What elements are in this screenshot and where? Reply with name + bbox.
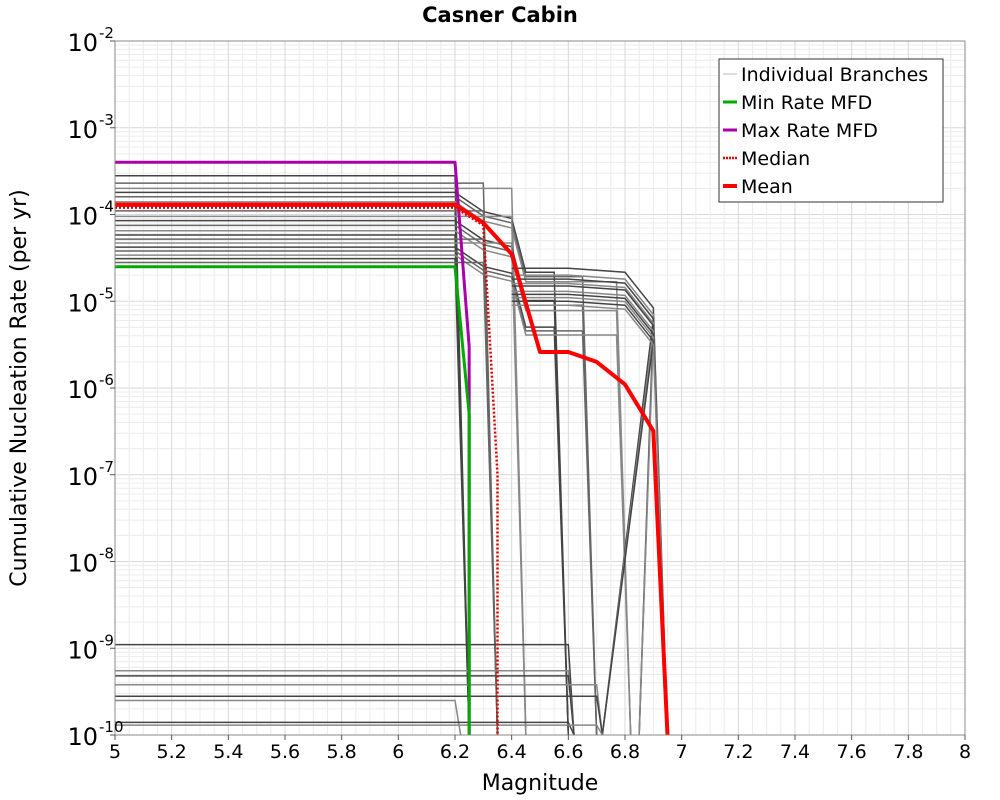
- y-tick-label-base: 10: [67, 636, 98, 664]
- x-tick-label: 7.8: [893, 741, 923, 763]
- legend-label: Individual Branches: [741, 64, 928, 86]
- branch-line: [115, 699, 462, 735]
- legend-label: Max Rate MFD: [741, 120, 878, 142]
- branch-line: [115, 261, 499, 735]
- y-tick-label-exponent: -5: [99, 284, 114, 302]
- y-tick-label-base: 10: [67, 289, 98, 317]
- x-axis-ticks: 5 5.2 5.4 5.6 5.8 6 6.2 6.4 6.6 6.8 7 7.2 7.4 7.6 7.8 8: [109, 735, 971, 763]
- x-tick-label: 8: [959, 741, 971, 763]
- y-tick-label-exponent: -9: [99, 631, 114, 649]
- branch-line: [115, 242, 527, 735]
- branch-line: [115, 695, 604, 735]
- x-tick-label: 5: [109, 741, 121, 763]
- x-tick-label: 5.6: [270, 741, 300, 763]
- y-tick-label-exponent: -2: [99, 24, 114, 42]
- x-axis-label: Magnitude: [482, 771, 599, 796]
- y-tick-label-exponent: -4: [99, 198, 114, 216]
- x-tick-label: 5.2: [157, 741, 187, 763]
- x-tick-label: 7.2: [723, 741, 753, 763]
- x-tick-label: 6.6: [553, 741, 583, 763]
- branch-line: [115, 643, 575, 735]
- x-tick-label: 6.8: [610, 741, 640, 763]
- y-tick-label-base: 10: [67, 29, 98, 57]
- y-axis-label: Cumulative Nucleation Rate (per yr): [7, 189, 32, 587]
- x-tick-label: 6: [392, 741, 404, 763]
- branch-line: [511, 304, 669, 735]
- y-tick-label-exponent: -3: [99, 111, 114, 129]
- y-tick-label-base: 10: [67, 723, 98, 751]
- y-tick-label-exponent: -6: [99, 371, 114, 389]
- y-tick-label-base: 10: [67, 203, 98, 231]
- series-lines: [115, 160, 670, 735]
- y-tick-label-base: 10: [67, 550, 98, 578]
- legend-box: [718, 58, 944, 203]
- x-tick-label: 5.4: [213, 741, 243, 763]
- legend: Individual Branches Min Rate MFD Max Rate …: [718, 58, 944, 203]
- branch-line: [115, 250, 598, 735]
- branch-line: [511, 300, 655, 735]
- y-tick-label-base: 10: [67, 376, 98, 404]
- x-tick-label: 7.6: [837, 741, 867, 763]
- branch-line: [115, 254, 632, 735]
- branch-line: [115, 721, 575, 735]
- x-tick-label: 6.2: [440, 741, 470, 763]
- y-tick-label-base: 10: [67, 116, 98, 144]
- branch-line: [511, 278, 655, 735]
- y-tick-label-exponent: -7: [99, 458, 114, 476]
- series-min-rate-mfd: [115, 265, 471, 735]
- chart-title: Casner Cabin: [422, 3, 578, 27]
- legend-label: Mean: [741, 176, 793, 198]
- x-tick-label: 6.4: [497, 741, 527, 763]
- branch-line: [511, 296, 655, 735]
- legend-label: Min Rate MFD: [741, 92, 872, 114]
- series-mean: [115, 202, 670, 735]
- y-tick-label-base: 10: [67, 463, 98, 491]
- branch-line: [115, 675, 575, 735]
- y-axis-ticks: 10-210-310-410-510-610-710-810-910-10: [67, 24, 123, 751]
- x-tick-label: 7.4: [780, 741, 810, 763]
- y-tick-label-exponent: -8: [99, 545, 114, 563]
- branch-line: [115, 724, 603, 735]
- branch-line: [511, 290, 655, 735]
- x-tick-label: 5.8: [327, 741, 357, 763]
- branch-line: [115, 246, 570, 735]
- x-tick-label: 7: [676, 741, 688, 763]
- branch-line: [115, 257, 470, 735]
- legend-label: Median: [741, 148, 810, 170]
- y-tick-label-exponent: -10: [99, 718, 124, 736]
